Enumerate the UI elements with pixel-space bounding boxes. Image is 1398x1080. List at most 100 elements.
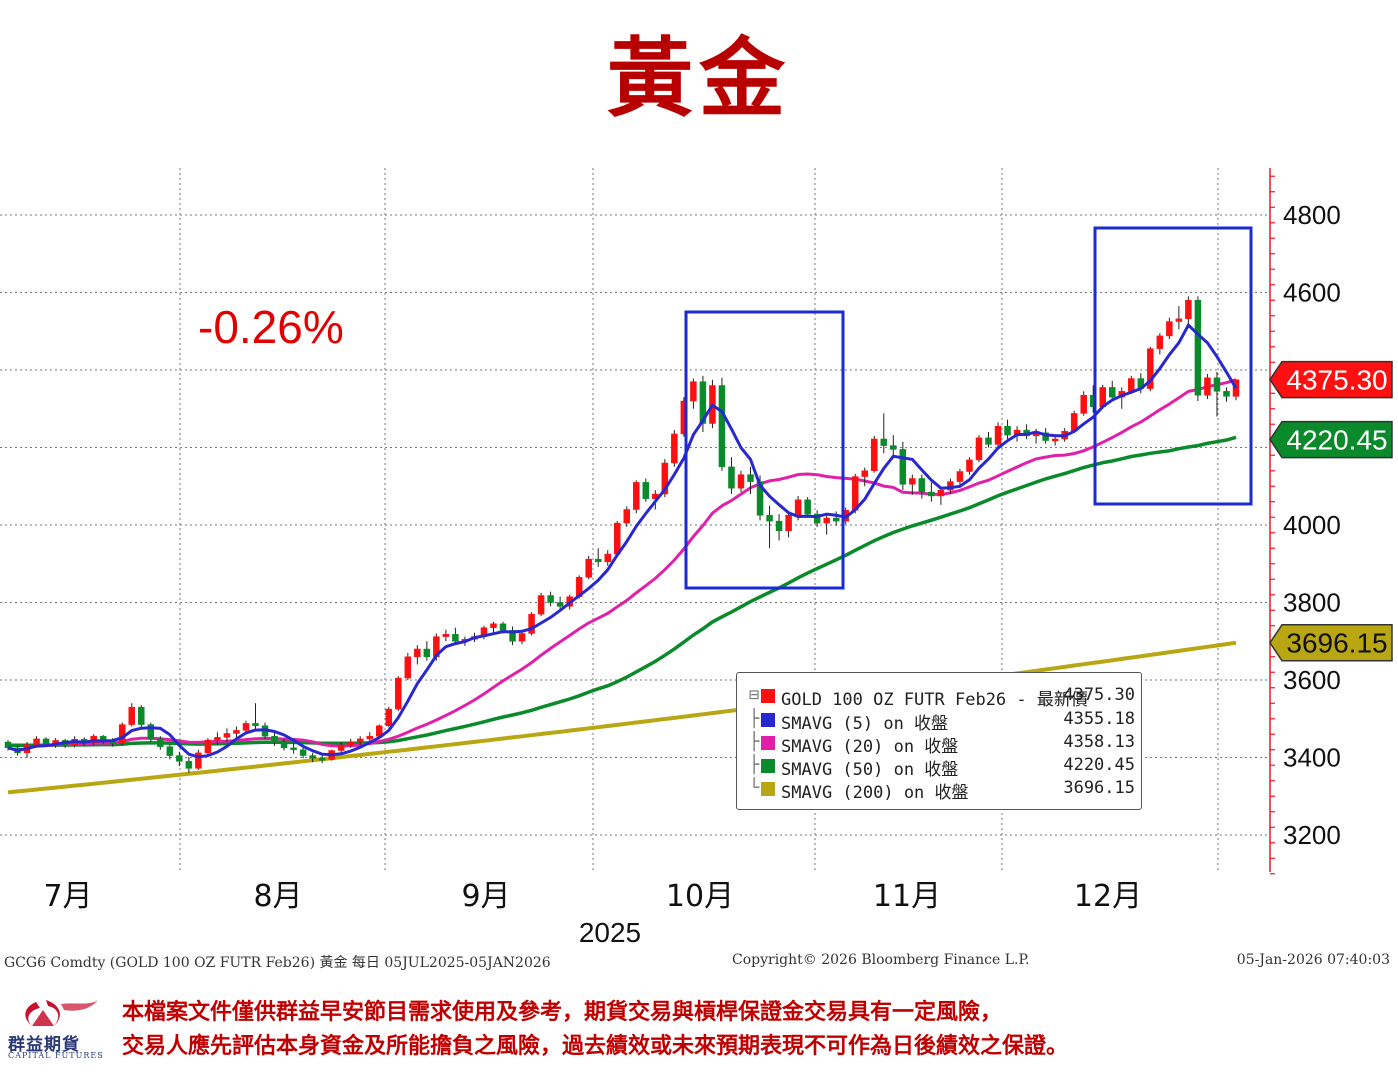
candle-body bbox=[1051, 438, 1059, 442]
sma20-path bbox=[7, 378, 1237, 752]
candle-body bbox=[528, 613, 535, 634]
candle-body bbox=[985, 437, 992, 445]
candle-body bbox=[233, 730, 240, 734]
candle-body bbox=[1004, 425, 1011, 436]
candle-body bbox=[1042, 432, 1049, 441]
logo-subtitle: CAPITAL FUTURES bbox=[8, 1051, 104, 1060]
sma20-line bbox=[7, 378, 1237, 752]
candle-body bbox=[33, 738, 40, 745]
candle-body bbox=[347, 741, 354, 746]
candle-body bbox=[356, 738, 364, 743]
disclaimer-line-2: 交易人應先評估本身資金及所能擔負之風險，過去績效或未來預期表現不可作為日後績效之… bbox=[122, 1034, 1069, 1059]
chart-title: 黃金 bbox=[607, 29, 791, 129]
candle-body bbox=[766, 515, 773, 522]
candle-body bbox=[509, 630, 516, 642]
sma50-path bbox=[7, 435, 1237, 748]
candle-body bbox=[499, 623, 507, 631]
price-tag bbox=[1269, 420, 1393, 459]
candle-body bbox=[918, 478, 926, 493]
candle-body bbox=[195, 752, 202, 769]
y-tick-label: 3400 bbox=[1283, 743, 1341, 773]
legend-value: 4220.45 bbox=[1063, 755, 1135, 775]
candle-body bbox=[442, 634, 450, 637]
candle-body bbox=[547, 595, 554, 603]
candle-body bbox=[185, 761, 193, 769]
candle-body bbox=[395, 677, 402, 710]
candle-body bbox=[166, 746, 174, 756]
candle-body bbox=[728, 466, 735, 489]
x-year-label: 2025 bbox=[579, 917, 641, 948]
candle-body bbox=[280, 741, 288, 749]
sma200-line bbox=[7, 640, 1237, 795]
disclaimer-line-1: 本檔案文件僅供群益早安節目需求使用及參考，期貨交易與槓桿保證金交易具有一定風險， bbox=[122, 1000, 1003, 1025]
candle-body bbox=[490, 623, 497, 628]
footer-source: GCG6 Comdty (GOLD 100 OZ FUTR Feb26) 黃金 … bbox=[4, 955, 551, 971]
candle-body bbox=[318, 758, 326, 761]
highlight-boxes bbox=[684, 226, 1253, 590]
candle-body bbox=[613, 522, 621, 555]
candle-body bbox=[118, 724, 126, 744]
candle-body bbox=[699, 381, 707, 424]
price-tag bbox=[1269, 360, 1393, 399]
candle-body bbox=[1223, 391, 1230, 397]
candle-body bbox=[138, 706, 145, 725]
candle-body bbox=[690, 381, 697, 402]
candle-body bbox=[1147, 348, 1154, 389]
x-tick-label: 9月 bbox=[461, 879, 510, 914]
candle-body bbox=[1194, 300, 1202, 396]
candle-body bbox=[385, 708, 393, 726]
candle-body bbox=[452, 634, 459, 642]
candle-body bbox=[1175, 318, 1183, 322]
highlight-box-dec bbox=[1093, 226, 1253, 506]
candle-body bbox=[157, 738, 164, 747]
candle-body bbox=[299, 749, 307, 756]
legend-value: 4355.18 bbox=[1063, 709, 1135, 729]
sma50-line bbox=[7, 435, 1237, 748]
candle-body bbox=[252, 723, 259, 726]
candle-body bbox=[966, 459, 973, 472]
candle-body bbox=[775, 520, 783, 532]
x-axis-labels: 7月 8月 9月 10月 11月 12月 2025 bbox=[43, 879, 1142, 948]
footer-timestamp: 05-Jan-2026 07:40:03 bbox=[1236, 952, 1390, 968]
candle-body bbox=[147, 724, 155, 740]
disclaimer: 本檔案文件僅供群益早安節目需求使用及參考，期貨交易與槓桿保證金交易具有一定風險，… bbox=[122, 996, 1068, 1064]
legend-swatch bbox=[761, 713, 775, 727]
change-percent: -0.26% bbox=[198, 301, 344, 353]
candle-body bbox=[1128, 378, 1135, 392]
legend-row-sma20: ├ SMAVG (20) on 收盤 4358.13 bbox=[749, 732, 1135, 757]
candle-body bbox=[890, 445, 897, 450]
candle-body bbox=[337, 744, 345, 751]
candle-body bbox=[404, 656, 412, 679]
x-tick-label: 8月 bbox=[253, 879, 302, 914]
candle-body bbox=[1185, 300, 1192, 320]
logo-name: 群益期貨 bbox=[8, 1035, 80, 1055]
candle-body bbox=[937, 489, 945, 497]
candle-body bbox=[804, 499, 811, 515]
candle-body bbox=[909, 478, 916, 485]
candle-body bbox=[871, 438, 878, 472]
price-tag-label: 4375.30 bbox=[1286, 365, 1387, 396]
candle-body bbox=[556, 602, 564, 607]
price-tags: 4375.30 4220.45 3696.15 bbox=[1269, 360, 1393, 662]
candle-body bbox=[585, 558, 592, 578]
capital-futures-logo-icon bbox=[25, 1000, 98, 1026]
candle-body bbox=[204, 739, 212, 754]
legend-row-sma200: └ SMAVG (200) on 收盤 3696.15 bbox=[749, 778, 1135, 803]
candle-body bbox=[1166, 321, 1173, 337]
price-tag-label: 3696.15 bbox=[1286, 628, 1387, 659]
legend-swatch bbox=[761, 736, 775, 750]
y-axis: 3200 3400 3600 3800 4000 4600 4800 bbox=[1269, 168, 1341, 875]
candle-body bbox=[899, 449, 907, 485]
candle-body bbox=[223, 733, 231, 738]
y-tick-label: 3200 bbox=[1283, 820, 1341, 850]
candle-body bbox=[214, 737, 221, 741]
candle-body bbox=[975, 437, 983, 461]
footer-copyright: Copyright© 2026 Bloomberg Finance L.P. bbox=[732, 952, 1030, 968]
candle-body bbox=[861, 470, 868, 477]
legend-row-price: ⊟ GOLD 100 OZ FUTR Feb26 - 最新價 4375.30 bbox=[749, 685, 1135, 710]
highlight-box-oct bbox=[684, 310, 845, 590]
candle-body bbox=[271, 735, 278, 743]
candle-body bbox=[737, 474, 745, 489]
candle-body bbox=[537, 595, 545, 615]
x-tick-label: 12月 bbox=[1074, 879, 1142, 914]
